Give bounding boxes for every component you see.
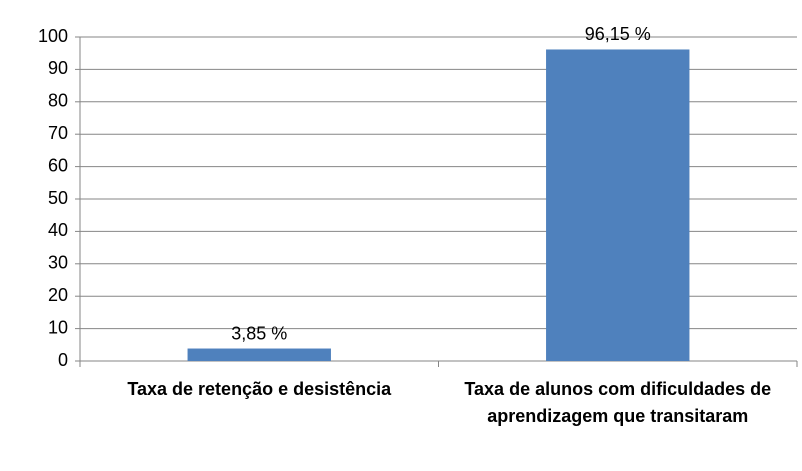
x-tick-label: Taxa de alunos com dificuldades de apren… <box>464 379 772 426</box>
y-tick-label: 0 <box>58 350 68 370</box>
value-label: 96,15 % <box>585 24 651 44</box>
bar <box>187 348 331 361</box>
y-tick-label: 60 <box>48 155 68 175</box>
y-tick-label: 50 <box>48 188 68 208</box>
y-tick-label: 10 <box>48 317 68 337</box>
x-tick-label: Taxa de retenção e desistência <box>127 379 392 399</box>
value-label: 3,85 % <box>231 323 287 343</box>
y-tick-label: 70 <box>48 123 68 143</box>
y-tick-label: 80 <box>48 91 68 111</box>
y-tick-label: 20 <box>48 285 68 305</box>
y-tick-label: 30 <box>48 253 68 273</box>
y-tick-label: 40 <box>48 220 68 240</box>
bar <box>546 49 690 361</box>
y-tick-label: 100 <box>38 26 68 46</box>
y-tick-label: 90 <box>48 58 68 78</box>
